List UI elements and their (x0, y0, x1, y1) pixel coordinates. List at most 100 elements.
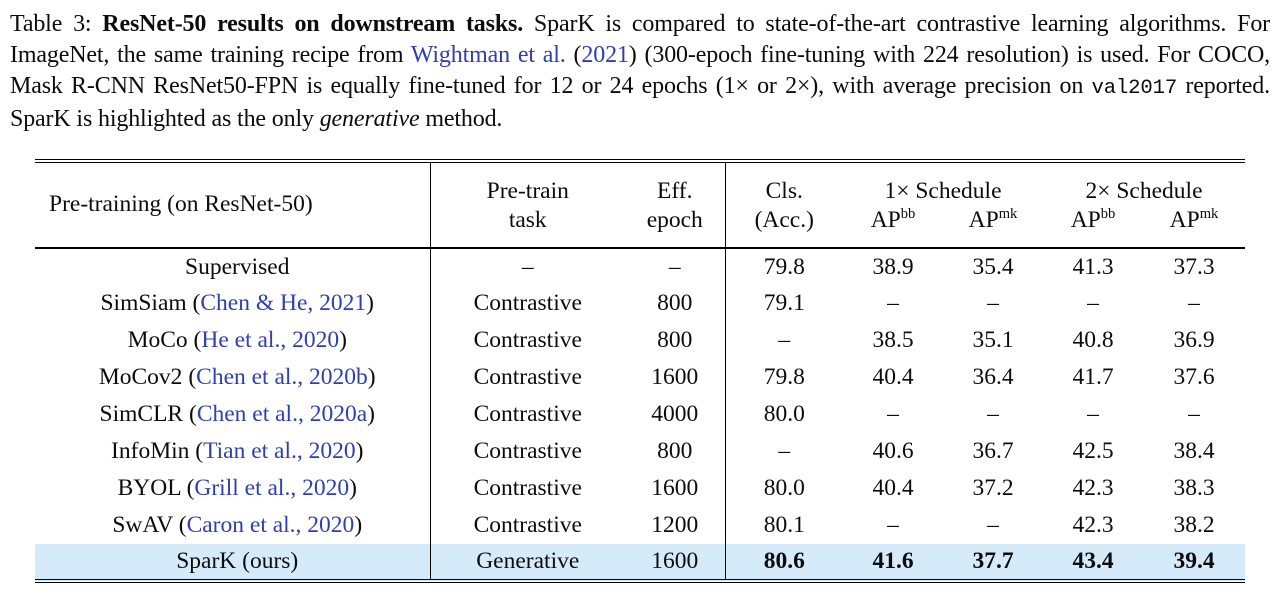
header-pretraining: Pre-training (on ResNet-50) (35, 161, 431, 249)
cls-acc-cell: 80.0 (763, 475, 805, 501)
citation-link[interactable]: 2021 (581, 42, 629, 68)
eff-epoch-cell: 4000 (625, 396, 726, 433)
table-row: MoCov2 (Chen et al., 2020b) Contrastive 16… (35, 359, 1245, 396)
caption-segment: ( (565, 42, 582, 68)
ap-cell: 38.9 (872, 253, 914, 280)
ap-cell: 36.4 (972, 364, 1014, 390)
ap-label: AP (870, 207, 901, 233)
ap-cell: – (887, 512, 899, 538)
ap-cell: 40.4 (872, 475, 914, 501)
ap-cell: 37.3 (1173, 253, 1215, 280)
pretrain-task-cell: Generative (476, 548, 580, 574)
pretrain-task-cell: Contrastive (473, 364, 582, 390)
ap-cell: – (887, 401, 899, 427)
pretrain-task-cell: – (521, 253, 534, 280)
ap-cell: 38.5 (872, 327, 914, 353)
header-group-2x-schedule: 2× Schedule (1085, 178, 1203, 204)
ap-cell: 35.1 (972, 327, 1014, 353)
eff-epoch-cell: 800 (625, 322, 726, 359)
cls-acc-cell: 80.0 (763, 401, 805, 427)
method-cell: InfoMin (Tian et al., 2020) (35, 433, 431, 470)
cls-acc-cell: – (778, 438, 791, 464)
header-pretrain-task-line2: task (430, 206, 625, 249)
caption-segment: val2017 (1091, 77, 1178, 100)
header-ap-mk-1x: APmk (943, 206, 1043, 249)
ap-cell: 40.6 (872, 438, 914, 464)
cls-acc-cell: 79.1 (763, 290, 805, 316)
pretrain-task-cell: Contrastive (473, 327, 582, 353)
caption-segment: generative (319, 106, 420, 132)
pretrain-task-cell: Contrastive (473, 512, 582, 538)
eff-epoch-cell: 800 (625, 285, 726, 322)
citation-link[interactable]: He et al., 2020 (201, 327, 340, 353)
eff-epoch-cell: 1200 (625, 507, 726, 544)
cls-acc-cell: 80.6 (763, 548, 805, 574)
header-eff-epoch-line2: epoch (625, 206, 726, 249)
cls-acc-cell: 80.1 (763, 512, 805, 538)
ap-cell: 36.9 (1173, 327, 1215, 353)
citation-link[interactable]: Tian et al., 2020 (203, 438, 356, 464)
method-cell: SwAV (Caron et al., 2020) (35, 507, 431, 544)
header-ap-bb-2x: APbb (1043, 206, 1143, 249)
ap-cell: – (1188, 401, 1200, 427)
cls-acc-cell: 79.8 (763, 364, 805, 390)
ap-cell: – (1087, 401, 1099, 427)
table-row: SimCLR (Chen et al., 2020a) Contrastive 40… (35, 396, 1245, 433)
table-caption: Table 3: ResNet-50 results on downstream… (0, 0, 1280, 135)
citation-link[interactable]: Chen et al., 2020a (196, 401, 368, 427)
citation-link[interactable]: Grill et al., 2020 (194, 475, 350, 501)
ap-cell: – (1087, 290, 1099, 316)
ap-cell: 36.7 (972, 438, 1014, 464)
cls-acc-cell: 79.8 (763, 253, 805, 280)
cls-acc-cell: – (778, 327, 791, 353)
ap-superscript: bb (900, 206, 916, 223)
ap-cell: 40.4 (872, 364, 914, 390)
ap-cell: 38.4 (1173, 438, 1215, 464)
header-group-1x-schedule: 1× Schedule (884, 178, 1002, 204)
ap-superscript: bb (1100, 206, 1116, 223)
header-row-2: task epoch (Acc.) APbb APmk APbb APmk (35, 206, 1245, 249)
header-cls-acc-line2: (Acc.) (725, 206, 843, 249)
pretrain-task-cell: Contrastive (473, 401, 582, 427)
header-ap-mk-2x: APmk (1143, 206, 1245, 249)
caption-segment: ) (300-epoch fine-tuning with 224 resolu… (10, 42, 1270, 99)
header-ap-bb-1x: APbb (843, 206, 943, 249)
table-row: InfoMin (Tian et al., 2020) Contrastive 80… (35, 433, 1245, 470)
results-table: Pre-training (on ResNet-50) Pre-train Ef… (35, 159, 1245, 583)
header-eff-epoch-line1: Eff. (625, 161, 726, 206)
ap-cell: 37.6 (1173, 364, 1215, 390)
table-row: SwAV (Caron et al., 2020) Contrastive 1200… (35, 507, 1245, 544)
ap-cell: – (887, 290, 899, 316)
method-cell: SimSiam (Chen & He, 2021) (35, 285, 431, 322)
ap-cell: 40.8 (1072, 327, 1114, 353)
table-row-highlighted: SparK (ours) Generative 1600 80.6 41.6 37.7 43… (35, 544, 1245, 581)
paper-page: Table 3: ResNet-50 results on downstream… (0, 0, 1280, 583)
ap-superscript: mk (1199, 206, 1219, 223)
citation-link[interactable]: Chen et al., 2020b (196, 364, 368, 390)
citation-link[interactable]: Caron et al., 2020 (186, 512, 355, 538)
method-cell: SparK (ours) (35, 544, 431, 581)
table-header: Pre-training (on ResNet-50) Pre-train Ef… (35, 161, 1245, 249)
table-row: Supervised – – 79.8 38.9 35.4 41.3 37.3 (35, 248, 1245, 285)
header-pretrain-task-line1: Pre-train (486, 178, 569, 204)
ap-label: AP (1169, 207, 1200, 233)
citation-link[interactable]: Chen & He, 2021 (200, 290, 367, 316)
eff-epoch-cell: 1600 (625, 544, 726, 581)
ap-cell: 41.3 (1072, 253, 1114, 280)
citation-link[interactable]: Wightman et al. (410, 42, 566, 68)
pretrain-task-cell: Contrastive (473, 290, 582, 316)
caption-segment: method. (419, 106, 503, 132)
ap-cell: – (987, 290, 999, 316)
ap-cell: – (1188, 290, 1200, 316)
header-row-1: Pre-training (on ResNet-50) Pre-train Ef… (35, 161, 1245, 249)
eff-epoch-cell: 800 (625, 433, 726, 470)
ap-cell: 42.3 (1072, 475, 1114, 501)
pretrain-task-cell: Contrastive (473, 475, 582, 501)
eff-epoch-cell: 1600 (625, 470, 726, 507)
ap-cell: 43.4 (1072, 548, 1114, 574)
header-cls-acc-line1: Cls. (765, 178, 803, 204)
caption-segment: ResNet-50 results on downstream tasks. (102, 11, 524, 37)
ap-cell: 42.3 (1072, 512, 1114, 538)
method-cell: Supervised (35, 248, 431, 285)
table-row: SimSiam (Chen & He, 2021) Contrastive 800 7… (35, 285, 1245, 322)
